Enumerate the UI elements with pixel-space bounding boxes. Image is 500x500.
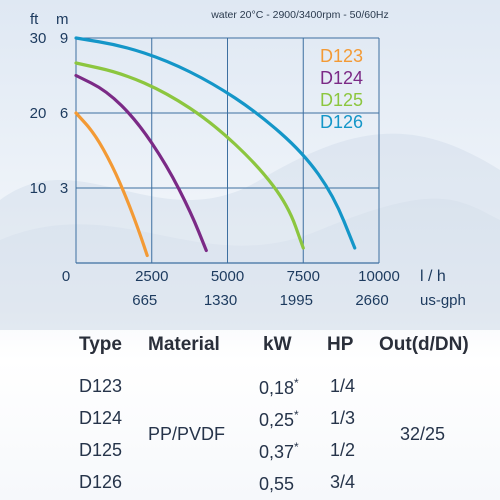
y-tick-label-ft: 10 — [30, 180, 47, 197]
x-tick-label-usgph: 665 — [132, 292, 157, 309]
table-row-kw: 0,18* — [259, 376, 299, 398]
table-row-kw: 0,55 — [259, 474, 295, 494]
legend-entry-d126: D126 — [320, 112, 363, 132]
table-row-type: D125 — [79, 440, 123, 460]
table-row-type: D124 — [79, 408, 123, 428]
series-line-d125 — [74, 61, 305, 250]
y-tick-label-m: 3 — [60, 180, 68, 197]
material-value: PP/PVDF — [148, 424, 226, 444]
col-header-material: Material — [148, 334, 220, 355]
y-tick-label-ft: 20 — [30, 105, 47, 122]
legend-entry-d124: D124 — [320, 68, 363, 88]
x-tick-label-usgph: 1995 — [280, 292, 313, 309]
series-line-d126 — [74, 36, 357, 250]
legend-entry-d123: D123 — [320, 46, 363, 66]
table-row-hp: 3/4 — [330, 472, 356, 492]
table-row-kw: 0,25* — [259, 408, 299, 430]
x-tick-label-lh: 10000 — [358, 268, 400, 285]
table-row-hp: 1/4 — [330, 376, 356, 396]
table-row-kw: 0,37* — [259, 440, 299, 462]
y-tick-label-ft: 30 — [30, 30, 47, 47]
col-header-type: Type — [79, 334, 122, 355]
x-tick-label-usgph: 2660 — [355, 292, 388, 309]
x-tick-label-lh: 2500 — [135, 268, 168, 285]
table-row-type: D123 — [79, 376, 123, 396]
chart-title: water 20°C - 2900/3400rpm - 50/60Hz — [210, 9, 389, 21]
col-header-hp: HP — [327, 334, 354, 355]
table-row-type: D126 — [79, 472, 123, 492]
y-tick-label-m: 6 — [60, 105, 68, 122]
x-tick-label-lh: 7500 — [287, 268, 320, 285]
series-line-d123 — [74, 111, 149, 258]
y-unit-ft: ft — [30, 11, 39, 28]
pump-curve-chart: water 20°C - 2900/3400rpm - 50/60Hz ft m l … — [0, 9, 500, 330]
specs-table: Type Material kW HP Out(d/DN) D123 0,18*… — [0, 330, 500, 500]
series-line-d124 — [74, 73, 208, 253]
y-unit-m: m — [56, 11, 69, 28]
y-tick-label-m: 9 — [60, 30, 68, 47]
col-header-kw: kW — [263, 334, 292, 355]
x-tick-label-lh: 5000 — [211, 268, 244, 285]
x-tick-label-lh: 0 — [62, 268, 70, 285]
x-unit-usgph: us-gph — [420, 292, 466, 309]
x-tick-label-usgph: 1330 — [204, 292, 237, 309]
table-row-hp: 1/3 — [330, 408, 356, 428]
col-header-out: Out(d/DN) — [379, 334, 469, 355]
out-value: 32/25 — [400, 424, 446, 444]
legend-entry-d125: D125 — [320, 90, 363, 110]
background-wave-decoration — [0, 133, 500, 330]
x-unit-lh: l / h — [420, 268, 446, 285]
table-row-hp: 1/2 — [330, 440, 356, 460]
